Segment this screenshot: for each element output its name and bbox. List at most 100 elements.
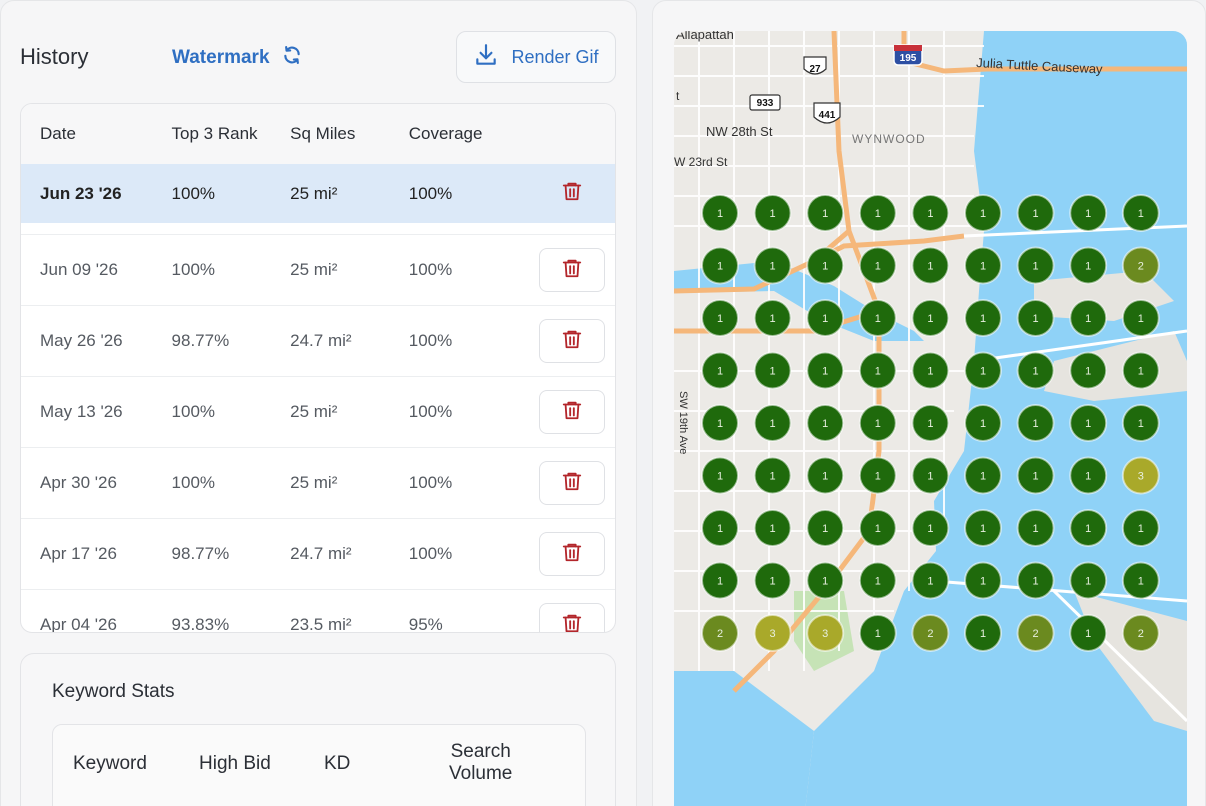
rank-pin[interactable]: 1: [964, 614, 1002, 652]
render-gif-button[interactable]: Render Gif: [456, 31, 616, 83]
rank-pin[interactable]: 1: [964, 509, 1002, 547]
rank-pin[interactable]: 1: [1016, 404, 1055, 442]
rank-pin[interactable]: 1: [806, 351, 845, 390]
rank-pin[interactable]: 1: [858, 614, 897, 652]
rank-pin[interactable]: 1: [806, 561, 845, 600]
rank-pin[interactable]: 1: [701, 561, 739, 600]
rank-pin[interactable]: 2: [1121, 246, 1160, 285]
rank-pin[interactable]: 1: [701, 194, 739, 232]
table-row[interactable]: Apr 04 '26 93.83% 23.5 mi² 95%: [21, 589, 615, 632]
delete-button[interactable]: [538, 603, 605, 632]
rank-pin[interactable]: 1: [858, 456, 897, 495]
delete-button[interactable]: [538, 461, 605, 505]
delete-button[interactable]: [539, 172, 605, 216]
rank-pin[interactable]: 1: [911, 509, 950, 547]
rank-pin[interactable]: 1: [911, 351, 950, 390]
rank-pin[interactable]: 1: [806, 456, 845, 495]
table-row[interactable]: Apr 17 '26 98.77% 24.7 mi² 100%: [21, 518, 615, 589]
rank-pin[interactable]: 1: [1121, 351, 1160, 390]
delete-button[interactable]: [538, 319, 605, 363]
rank-pin[interactable]: 1: [858, 246, 897, 285]
rank-pin[interactable]: 1: [1069, 561, 1108, 600]
delete-button[interactable]: [538, 390, 605, 434]
rank-pin[interactable]: 1: [1016, 456, 1055, 495]
rank-pin[interactable]: 1: [911, 561, 950, 600]
rank-pin[interactable]: 1: [806, 299, 845, 337]
rank-pin[interactable]: 2: [1121, 614, 1160, 652]
rank-pin[interactable]: 1: [753, 404, 792, 442]
rank-pin[interactable]: 1: [1016, 351, 1055, 390]
rank-pin[interactable]: 1: [964, 194, 1002, 232]
rank-pin[interactable]: 2: [701, 614, 739, 652]
rank-pin[interactable]: 1: [858, 509, 897, 547]
rank-pin[interactable]: 1: [701, 404, 739, 442]
rank-pin[interactable]: 1: [911, 299, 950, 337]
rank-pin[interactable]: 1: [964, 561, 1002, 600]
rank-pin[interactable]: 1: [964, 246, 1002, 285]
rank-pin[interactable]: 1: [806, 194, 845, 232]
rank-pin[interactable]: 1: [1016, 194, 1055, 232]
table-row[interactable]: May 13 '26 100% 25 mi² 100%: [21, 376, 615, 447]
rank-pin[interactable]: 1: [858, 404, 897, 442]
rank-pin[interactable]: 3: [753, 614, 792, 652]
rank-pin[interactable]: 1: [1069, 509, 1108, 547]
rank-pin[interactable]: 1: [1121, 194, 1160, 232]
rank-pin[interactable]: 1: [1016, 561, 1055, 600]
rank-pin[interactable]: 3: [806, 614, 845, 652]
row-coverage: 100%: [408, 260, 453, 279]
rank-pin[interactable]: 1: [1069, 246, 1108, 285]
rank-pin[interactable]: 1: [1016, 299, 1055, 337]
rank-pin[interactable]: 1: [911, 404, 950, 442]
rank-pin[interactable]: 1: [858, 561, 897, 600]
rank-pin[interactable]: 1: [964, 351, 1002, 390]
rank-pin[interactable]: 1: [701, 299, 739, 337]
delete-button[interactable]: [538, 248, 605, 292]
rank-pin[interactable]: 1: [858, 299, 897, 337]
rank-pin[interactable]: 1: [858, 351, 897, 390]
rank-pin[interactable]: 1: [1121, 299, 1160, 337]
rank-pin[interactable]: 1: [701, 509, 739, 547]
rank-pin[interactable]: 1: [701, 456, 739, 495]
rank-pin[interactable]: 1: [1121, 509, 1160, 547]
rank-pin[interactable]: 1: [1069, 299, 1108, 337]
rank-pin[interactable]: 1: [964, 456, 1002, 495]
delete-button[interactable]: [538, 532, 605, 576]
rank-pin[interactable]: 3: [1121, 456, 1160, 495]
rank-pin[interactable]: 1: [1121, 561, 1160, 600]
rank-pin-circle: [911, 614, 950, 652]
rank-pin[interactable]: 1: [964, 299, 1002, 337]
rank-map[interactable]: Allapattah Julia Tuttle Causeway 195 27 …: [674, 31, 1187, 806]
table-row[interactable]: Apr 30 '26 100% 25 mi² 100%: [21, 447, 615, 518]
rank-pin[interactable]: 2: [911, 614, 950, 652]
rank-pin[interactable]: 1: [806, 404, 845, 442]
rank-pin[interactable]: 1: [911, 194, 950, 232]
rank-pin[interactable]: 1: [753, 509, 792, 547]
table-row[interactable]: Jun 23 '26 100% 25 mi² 100%: [21, 164, 615, 223]
rank-pin[interactable]: 1: [1069, 351, 1108, 390]
rank-pin[interactable]: 1: [806, 246, 845, 285]
rank-pin[interactable]: 1: [701, 351, 739, 390]
rank-pin[interactable]: 2: [1016, 614, 1055, 652]
rank-pin[interactable]: 1: [911, 246, 950, 285]
table-row[interactable]: Jun 09 '26 100% 25 mi² 100%: [21, 234, 615, 305]
table-row[interactable]: May 26 '26 98.77% 24.7 mi² 100%: [21, 305, 615, 376]
rank-pin[interactable]: 1: [1121, 404, 1160, 442]
rank-pin[interactable]: 1: [1069, 404, 1108, 442]
watermark-button[interactable]: Watermark: [172, 45, 302, 71]
rank-pin[interactable]: 1: [753, 456, 792, 495]
rank-pin[interactable]: 1: [1069, 614, 1108, 652]
rank-pin[interactable]: 1: [806, 509, 845, 547]
rank-pin[interactable]: 1: [701, 246, 739, 285]
rank-pin[interactable]: 1: [1069, 456, 1108, 495]
rank-pin[interactable]: 1: [1069, 194, 1108, 232]
rank-pin[interactable]: 1: [753, 351, 792, 390]
rank-pin[interactable]: 1: [753, 299, 792, 337]
rank-pin[interactable]: 1: [911, 456, 950, 495]
rank-pin[interactable]: 1: [964, 404, 1002, 442]
rank-pin[interactable]: 1: [858, 194, 897, 232]
rank-pin[interactable]: 1: [1016, 246, 1055, 285]
rank-pin[interactable]: 1: [753, 194, 792, 232]
rank-pin[interactable]: 1: [1016, 509, 1055, 547]
rank-pin[interactable]: 1: [753, 561, 792, 600]
rank-pin[interactable]: 1: [753, 246, 792, 285]
